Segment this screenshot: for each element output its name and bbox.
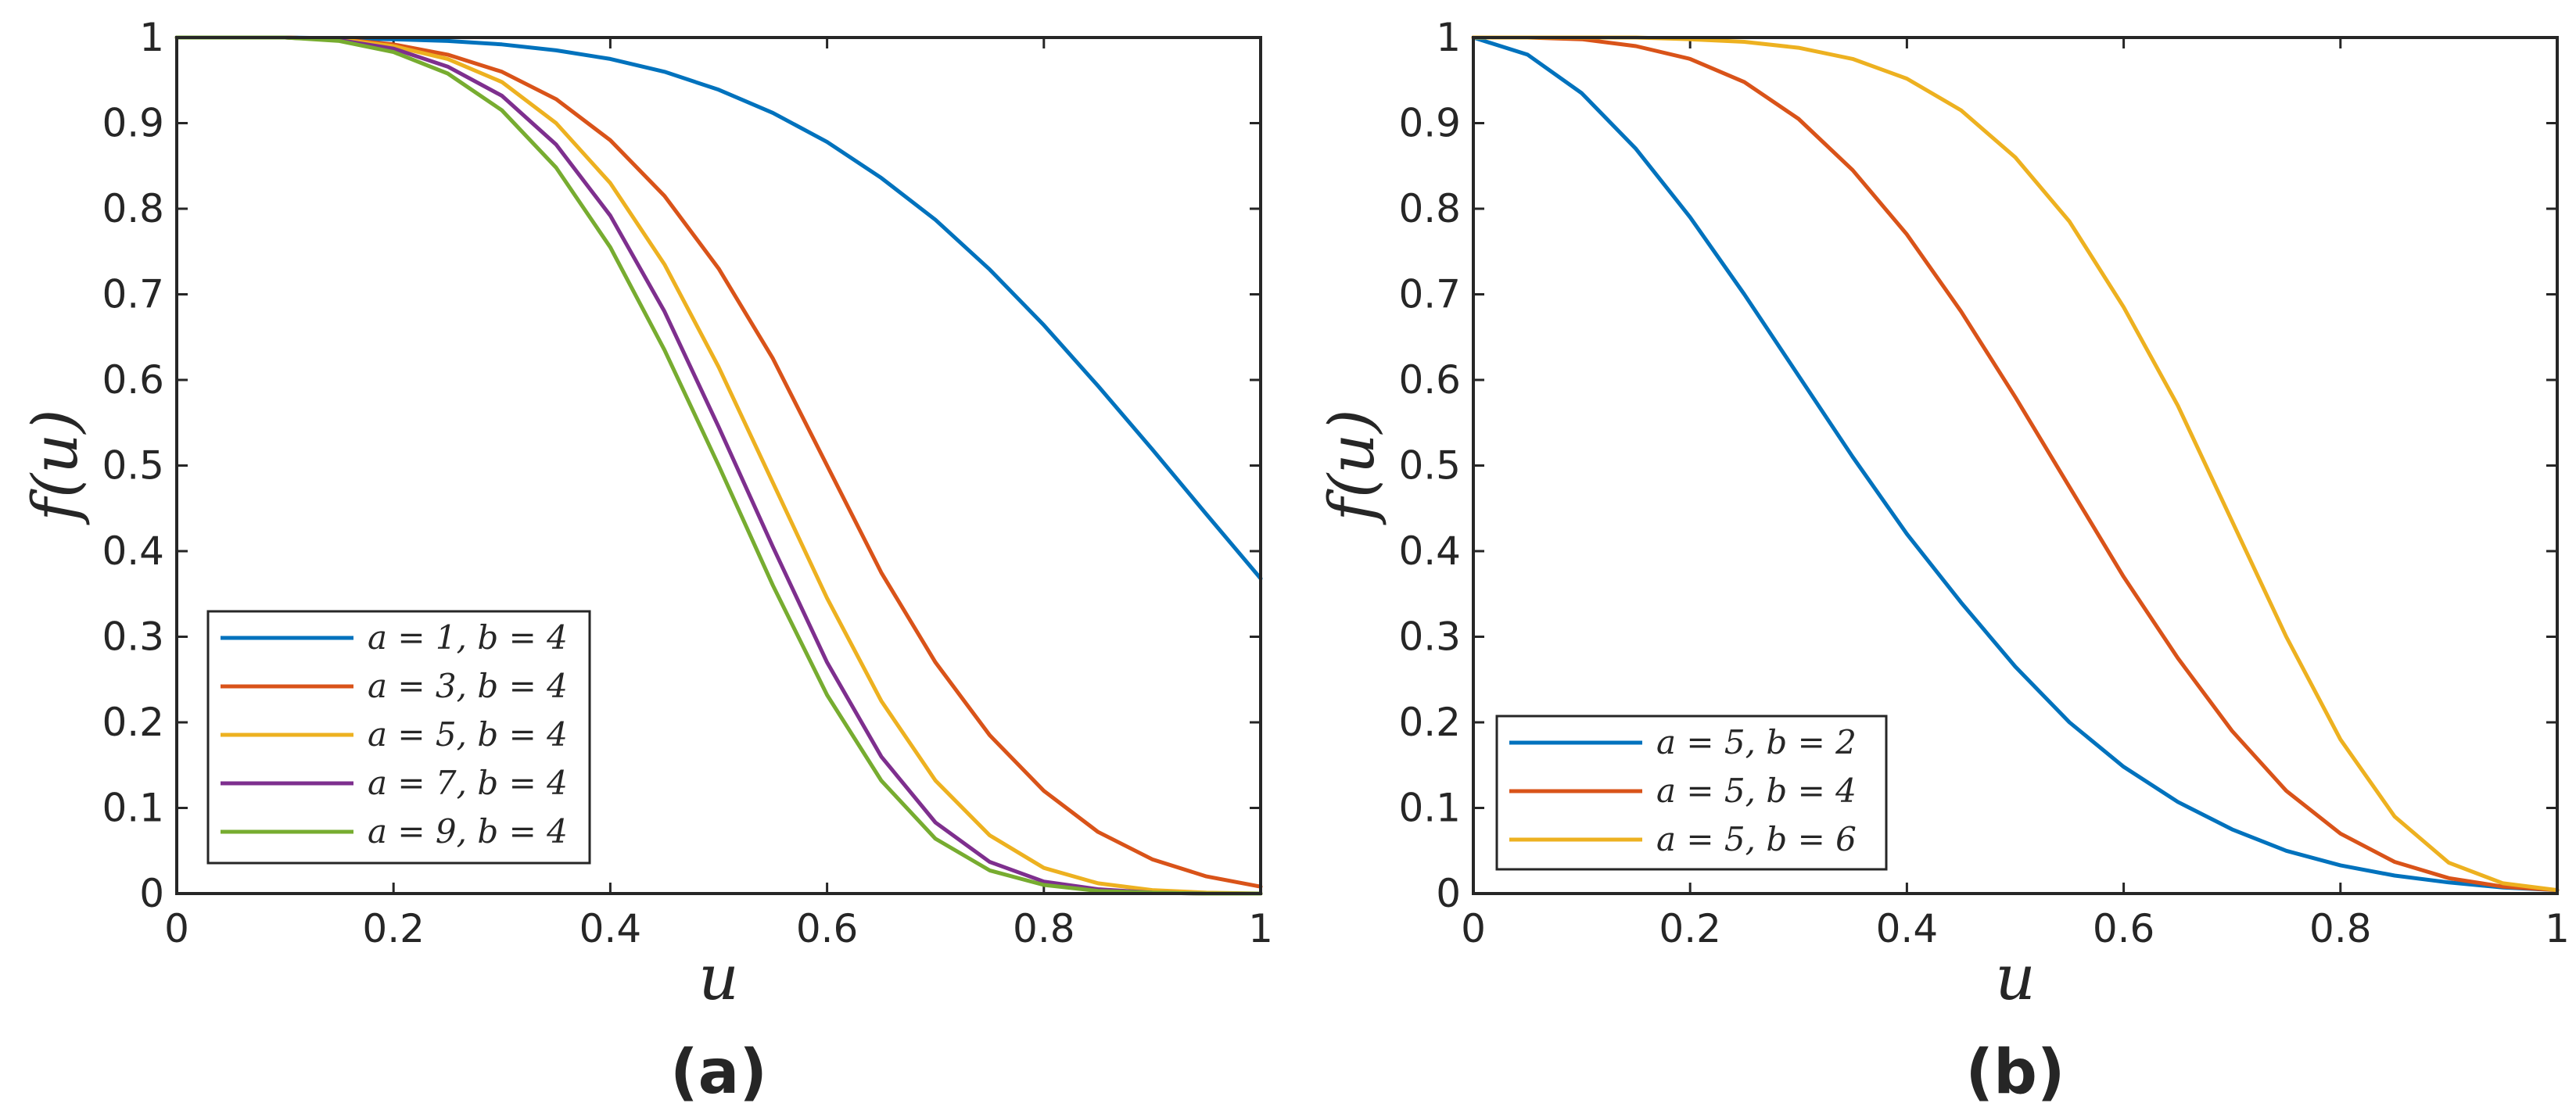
legend-label-b-0: a = 5, b = 2 [1656,723,1857,761]
y-tick-label-b-4: 0.4 [1398,528,1461,574]
y-tick-label-a-9: 0.9 [102,101,164,146]
x-axis-label-a: u [698,941,739,1014]
x-tick-label-b-3: 0.6 [2093,906,2155,951]
x-axis-label-b: u [1995,941,2036,1014]
axes-box-b [1472,36,2559,895]
x-tick-label-b-1: 0.2 [1659,906,1721,951]
legend-label-b-2: a = 5, b = 6 [1656,820,1857,858]
y-axis-label-text-a: f(u) [19,409,91,525]
legend-b: a = 5, b = 2 a = 5, b = 4 a = 5, b = 6 [1495,715,1888,871]
y-axis-label-b: f(u) [1315,409,1388,525]
x-tick-label-a-1: 0.2 [362,906,425,951]
panel-b: 0 0.2 0.4 0.6 0.8 1 0 0.1 0.2 0.3 0.4 0.5 0.6 0.7 0.8 0… [1315,15,2570,1108]
x-tick-label-a-3: 0.6 [796,906,859,951]
x-tick-label-a-2: 0.4 [579,906,642,951]
x-tick-label-b-2: 0.4 [1876,906,1939,951]
y-tick-label-b-5: 0.5 [1398,443,1461,489]
x-tick-label-a-0: 0 [164,906,189,951]
x-tick-label-b-4: 0.8 [2309,906,2372,951]
panel-label-a: (a) [670,1037,767,1108]
legend-label-a-4: a = 9, b = 4 [368,812,568,851]
y-tick-label-a-7: 0.7 [102,272,164,317]
y-tick-label-a-10: 1 [139,15,164,60]
y-tick-label-b-9: 0.9 [1398,101,1461,146]
y-tick-label-a-4: 0.4 [102,528,164,574]
panel-a: 0 0.2 0.4 0.6 0.8 1 0 0.1 0.2 0.3 0.4 0.5 0.6 0.7 0.8 0… [19,15,1273,1108]
y-tick-label-a-5: 0.5 [102,443,164,489]
panel-label-b: (b) [1965,1037,2065,1108]
legend-box-a [206,610,591,865]
x-tick-label-a-4: 0.8 [1013,906,1075,951]
y-tick-label-a-0: 0 [139,871,164,916]
y-tick-label-a-8: 0.8 [102,186,164,231]
y-tick-label-b-2: 0.2 [1398,700,1461,745]
legend-label-a-1: a = 3, b = 4 [368,667,568,705]
legend-label-b-1: a = 5, b = 4 [1656,772,1857,810]
y-tick-label-b-8: 0.8 [1398,186,1461,231]
y-tick-label-b-1: 0.1 [1398,786,1461,831]
x-tick-label-b-5: 1 [2545,906,2570,951]
y-axis-label-a: f(u) [19,409,91,525]
legend-label-a-0: a = 1, b = 4 [368,618,568,657]
y-tick-label-b-7: 0.7 [1398,272,1461,317]
y-tick-label-a-2: 0.2 [102,700,164,745]
y-tick-label-a-3: 0.3 [102,614,164,660]
y-axis-label-text-b: f(u) [1315,409,1388,525]
legend-label-a-3: a = 7, b = 4 [368,764,568,802]
x-tick-label-b-0: 0 [1461,906,1486,951]
legend-a: a = 1, b = 4 a = 3, b = 4 a = 5, b = 4 a = … [206,610,591,865]
y-tick-label-b-6: 0.6 [1398,357,1461,403]
legend-label-a-2: a = 5, b = 4 [368,715,568,754]
y-tick-label-a-1: 0.1 [102,786,164,831]
x-tick-label-a-5: 1 [1248,906,1273,951]
y-tick-label-a-6: 0.6 [102,357,164,403]
y-tick-label-b-0: 0 [1436,871,1461,916]
y-tick-label-b-10: 1 [1436,15,1461,60]
y-tick-label-b-3: 0.3 [1398,614,1461,660]
axes-box-a [175,36,1262,895]
